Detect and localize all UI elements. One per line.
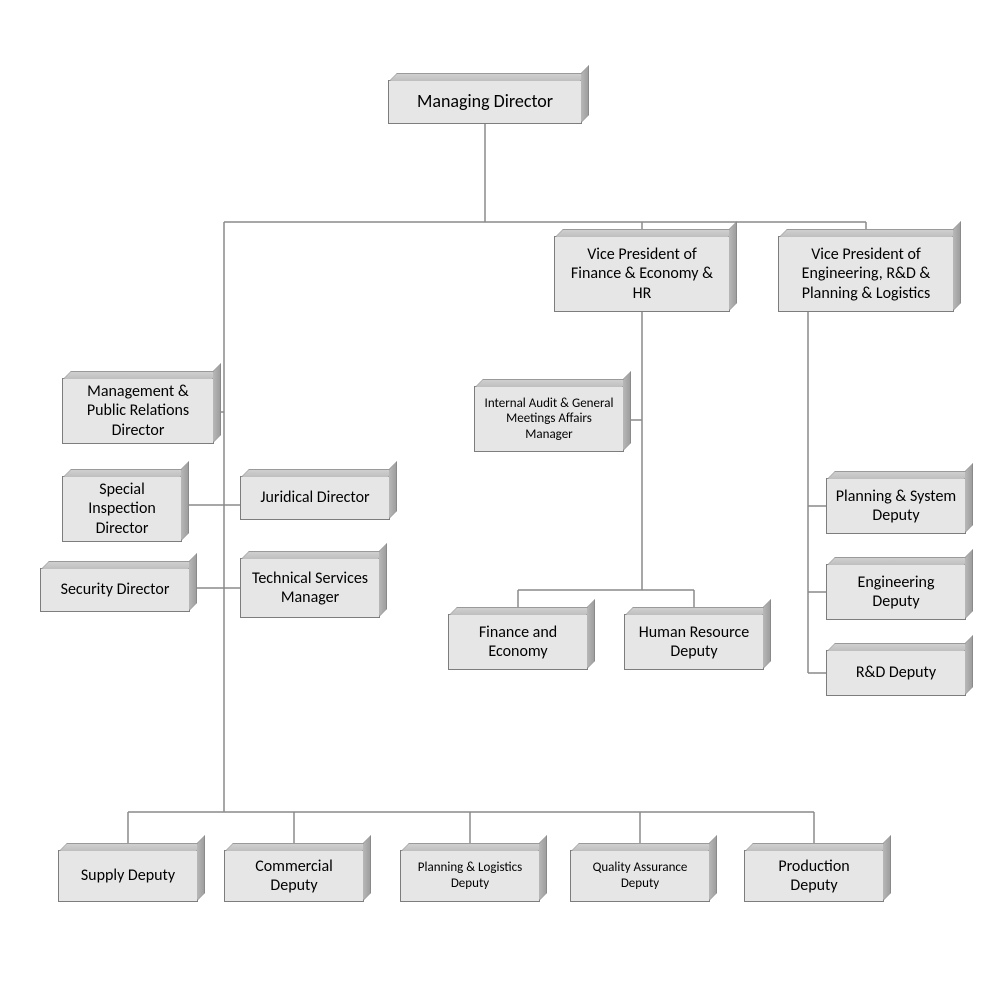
node-prod: Production Deputy: [744, 850, 884, 902]
node-audit: Internal Audit & General Meetings Affair…: [474, 386, 624, 452]
node-md: Managing Director: [388, 80, 582, 124]
node-jur: Juridical Director: [240, 476, 390, 520]
node-sec: Security Director: [40, 568, 190, 612]
node-eng_dep: Engineering Deputy: [826, 564, 966, 620]
node-mpr: Management & Public Relations Director: [62, 378, 214, 444]
node-vp_eng: Vice President of Engineering, R&D & Pla…: [778, 236, 954, 312]
org-chart: Managing Director Vice President of Finan…: [0, 0, 1000, 1000]
node-plan_sys: Planning & System Deputy: [826, 478, 966, 534]
node-spec: Special Inspection Director: [62, 476, 182, 542]
node-supply: Supply Deputy: [58, 850, 198, 902]
node-comm: Commercial Deputy: [224, 850, 364, 902]
node-vp_fin: Vice President of Finance & Economy & HR: [554, 236, 730, 312]
node-plan_log: Planning & Logistics Deputy: [400, 850, 540, 902]
node-fin_econ: Finance and Economy: [448, 614, 588, 670]
node-tech: Technical Services Manager: [240, 558, 380, 618]
node-hr_dep: Human Resource Deputy: [624, 614, 764, 670]
node-rnd_dep: R&D Deputy: [826, 650, 966, 696]
node-qa: Quality Assurance Deputy: [570, 850, 710, 902]
